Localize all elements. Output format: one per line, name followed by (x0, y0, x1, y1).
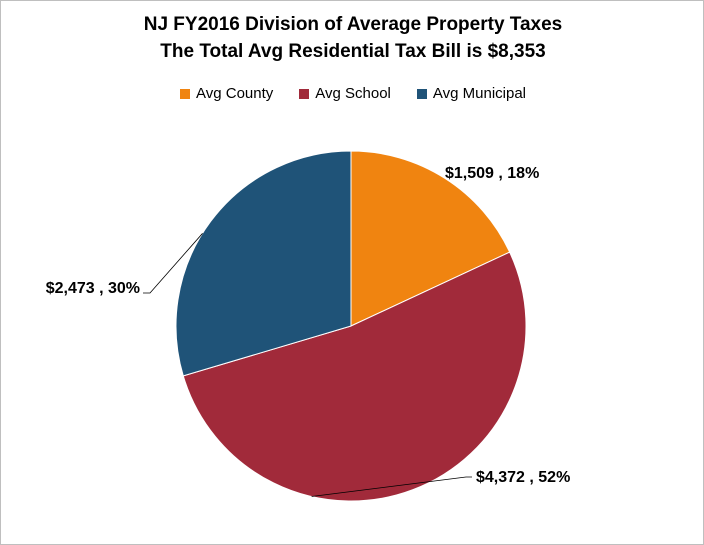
chart-title: NJ FY2016 Division of Average Property T… (143, 14, 563, 35)
pie-slice-county (350, 150, 511, 327)
legend-label-municipal: Avg Municipal (432, 85, 526, 102)
data-label-county: $1,509 , 18% (445, 165, 539, 182)
pie-slices (175, 150, 527, 502)
legend-swatch-county (180, 88, 190, 99)
data-label-school: $4,372 , 52% (476, 469, 570, 486)
legend-item-school: Avg School (299, 85, 391, 102)
legend-label-school: Avg School (315, 85, 391, 102)
data-label-municipal: $2,473 , 30% (46, 280, 140, 297)
legend-swatch-municipal (416, 88, 427, 99)
leader-line-municipal (143, 233, 203, 294)
legend-item-municipal: Avg Municipal (416, 85, 526, 102)
chart-title-block: NJ FY2016 Division of Average Property T… (1, 11, 704, 65)
pie-slice-municipal (175, 150, 352, 377)
leader-line-school (311, 476, 472, 497)
legend-label-county: Avg County (196, 85, 274, 102)
chart-subtitle: The Total Avg Residential Tax Bill is $8… (160, 41, 546, 62)
pie-slice-school (182, 251, 527, 502)
leader-lines (143, 233, 472, 497)
legend-swatch-school (299, 88, 310, 99)
legend-item-county: Avg County (180, 85, 273, 102)
legend: Avg County Avg School Avg Municipal (1, 85, 704, 102)
